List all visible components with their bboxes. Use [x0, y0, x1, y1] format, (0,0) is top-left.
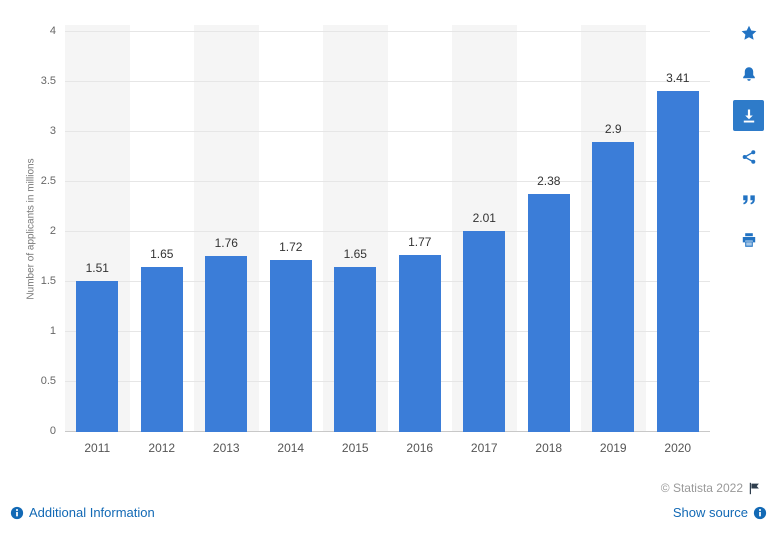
copyright-text: © Statista 2022: [660, 481, 743, 495]
share-button[interactable]: [733, 141, 764, 172]
share-icon: [741, 149, 757, 165]
bar[interactable]: [398, 255, 441, 432]
gridline: [65, 181, 710, 182]
print-icon: [741, 232, 757, 248]
bar-value-label: 1.76: [214, 236, 238, 250]
bar-value-label: 2.01: [472, 211, 496, 225]
bar-value-label: 1.77: [408, 235, 432, 249]
bar[interactable]: [527, 194, 570, 432]
y-axis-tick-label: 4: [49, 25, 56, 37]
bell-icon: [741, 66, 757, 82]
x-axis-label: 2019: [599, 441, 627, 455]
x-axis-label: 2017: [470, 441, 498, 455]
y-axis-tick-label: 0.5: [40, 375, 56, 387]
gridline: [65, 131, 710, 132]
download-button[interactable]: [733, 100, 764, 131]
plot-area: 1.51 1.65 1.76 1.72 1.65 1.77 2.01 2.38 2.9 3.41: [65, 25, 710, 432]
bar-value-label: 3.41: [666, 71, 690, 85]
gridline: [65, 81, 710, 82]
y-axis-tick-label: 3: [49, 125, 56, 137]
y-axis-tick-label: 0: [49, 425, 56, 437]
y-axis-tick-label: 1: [49, 325, 56, 337]
bar[interactable]: [463, 231, 506, 432]
info-icon: [10, 506, 24, 520]
y-axis-tick-label: 3.5: [40, 75, 56, 87]
quote-icon: [741, 191, 757, 207]
y-axis-tick-label: 2: [49, 225, 56, 237]
x-axis-label: 2011: [84, 441, 111, 455]
info-icon: [753, 506, 767, 520]
x-axis-labels: 2011 2012 2013 2014 2015 2016 2017 2018 2019 2020: [65, 441, 710, 461]
bar[interactable]: [205, 256, 248, 432]
x-axis-label: 2018: [535, 441, 563, 455]
download-icon: [741, 108, 757, 124]
favorite-button[interactable]: [733, 17, 764, 48]
show-source-label: Show source: [672, 505, 748, 520]
show-source-link[interactable]: Show source: [673, 505, 767, 520]
bar-value-label: 1.65: [150, 247, 174, 261]
bar-value-label: 1.51: [85, 261, 109, 275]
x-axis-label: 2020: [664, 441, 692, 455]
bar[interactable]: [269, 260, 312, 432]
notifications-button[interactable]: [733, 58, 764, 89]
bar[interactable]: [76, 281, 119, 432]
print-button[interactable]: [733, 224, 764, 255]
x-axis-label: 2012: [148, 441, 176, 455]
gridline: [65, 381, 710, 382]
star-icon: [741, 25, 757, 41]
x-axis-label: 2013: [212, 441, 240, 455]
x-axis-label: 2015: [341, 441, 369, 455]
bar[interactable]: [656, 91, 699, 432]
bar-value-label: 2.9: [604, 122, 622, 136]
y-axis-tick-label: 2.5: [40, 175, 56, 187]
bar[interactable]: [592, 142, 635, 432]
additional-information-label: Additional Information: [29, 505, 155, 520]
copyright: © Statista 2022: [661, 481, 761, 495]
gridline: [65, 31, 710, 32]
bar[interactable]: [334, 267, 377, 432]
gridline: [65, 231, 710, 232]
cite-button[interactable]: [733, 183, 764, 214]
gridline: [65, 331, 710, 332]
x-axis-label: 2014: [277, 441, 305, 455]
gridline: [65, 431, 710, 432]
x-axis-label: 2016: [406, 441, 434, 455]
additional-information-link[interactable]: Additional Information: [10, 505, 155, 520]
gridline: [65, 281, 710, 282]
bar[interactable]: [140, 267, 183, 432]
flag-icon: [748, 482, 761, 495]
bar-value-label: 1.65: [343, 247, 367, 261]
bar-value-label: 1.72: [279, 240, 303, 254]
y-axis-tick-label: 1.5: [40, 275, 56, 287]
bar-value-label: 2.38: [537, 174, 561, 188]
